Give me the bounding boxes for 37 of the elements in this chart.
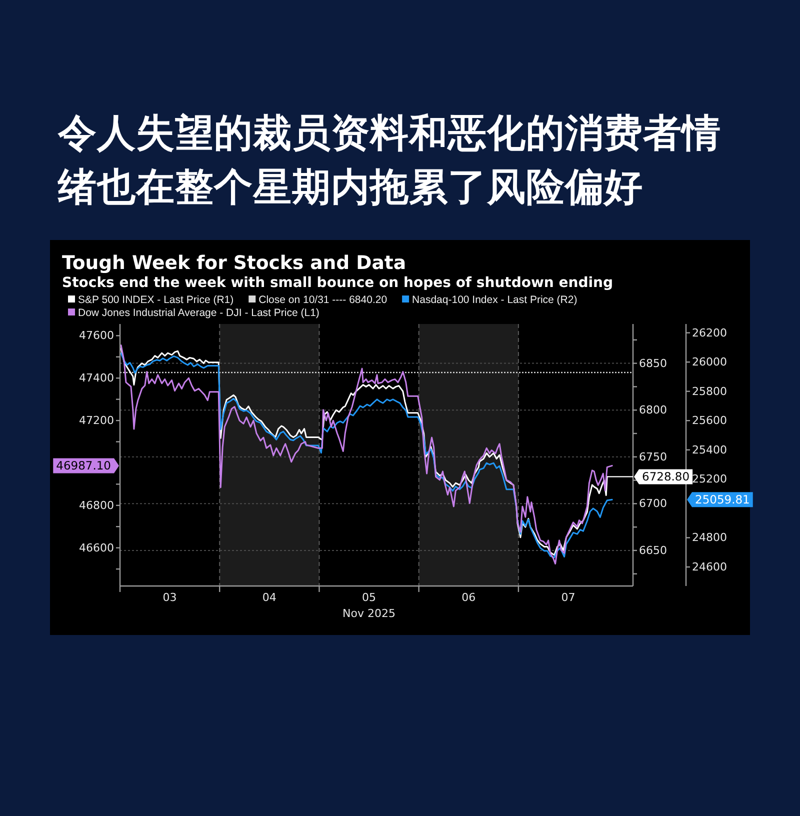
y3-tick-label: 24600 <box>692 560 727 574</box>
y-tick-label: 46600 <box>79 541 114 554</box>
y3-tick-label: 25059.81 <box>695 492 750 507</box>
y3-tick-label: 26200 <box>692 326 727 340</box>
y-tick-label: 47400 <box>79 372 114 385</box>
data-label: 6728.80 <box>642 470 690 484</box>
y2-tick-label: 6850 <box>639 356 667 370</box>
legend-label: Dow Jones Industrial Average - DJI - Last Price (L1) <box>78 307 320 319</box>
x-tick-label: 04 <box>262 591 276 604</box>
y3-tick-label: 25400 <box>692 443 727 456</box>
y3-tick-label: 25200 <box>692 472 727 486</box>
legend-label: S&P 500 INDEX - Last Price (R1) <box>78 294 234 306</box>
y3-tick-label: 26000 <box>692 356 727 369</box>
y3-price-tag: 25059.81 <box>687 492 753 508</box>
value-label: 6728.80 <box>607 469 693 484</box>
text: Stocks end the week with small bounce on hopes of shutdown ending <box>62 275 614 291</box>
x-tick-label: 03 <box>162 591 177 604</box>
y2-tick-label: 6700 <box>639 497 667 510</box>
chart-subtitle: Tough Week for Stocks and Data <box>62 253 406 274</box>
y-price-tag: 46987.10 <box>53 458 119 474</box>
x-tick-label: 06 <box>462 591 476 604</box>
title: 令人失望的裁员资料和恶化的消费者情绪也在整个星期内拖累了风险偏好 <box>58 111 721 210</box>
legend-label: Nasdaq-100 Index - Last Price (R2) <box>412 294 578 306</box>
y2-tick-label: 6650 <box>639 544 667 557</box>
y-tick-label: 47600 <box>79 329 114 342</box>
y3-tick-label: 25600 <box>692 414 727 428</box>
y-tick-label: 47200 <box>79 414 114 428</box>
y-tick-label: 46987.10 <box>56 458 111 473</box>
legend-label: Close on 10/31 ---- 6840.20 <box>258 294 388 306</box>
x-tick-label: 05 <box>362 591 376 604</box>
x-axis-title: Nov 2025 <box>342 607 396 620</box>
y2-tick-label: 6750 <box>639 450 667 464</box>
y3-tick-label: 24800 <box>692 531 727 544</box>
x-tick-label: 07 <box>561 591 576 604</box>
y-tick-label: 46800 <box>79 498 114 512</box>
y2-tick-label: 6800 <box>639 404 667 417</box>
y3-tick-label: 25800 <box>692 384 727 398</box>
